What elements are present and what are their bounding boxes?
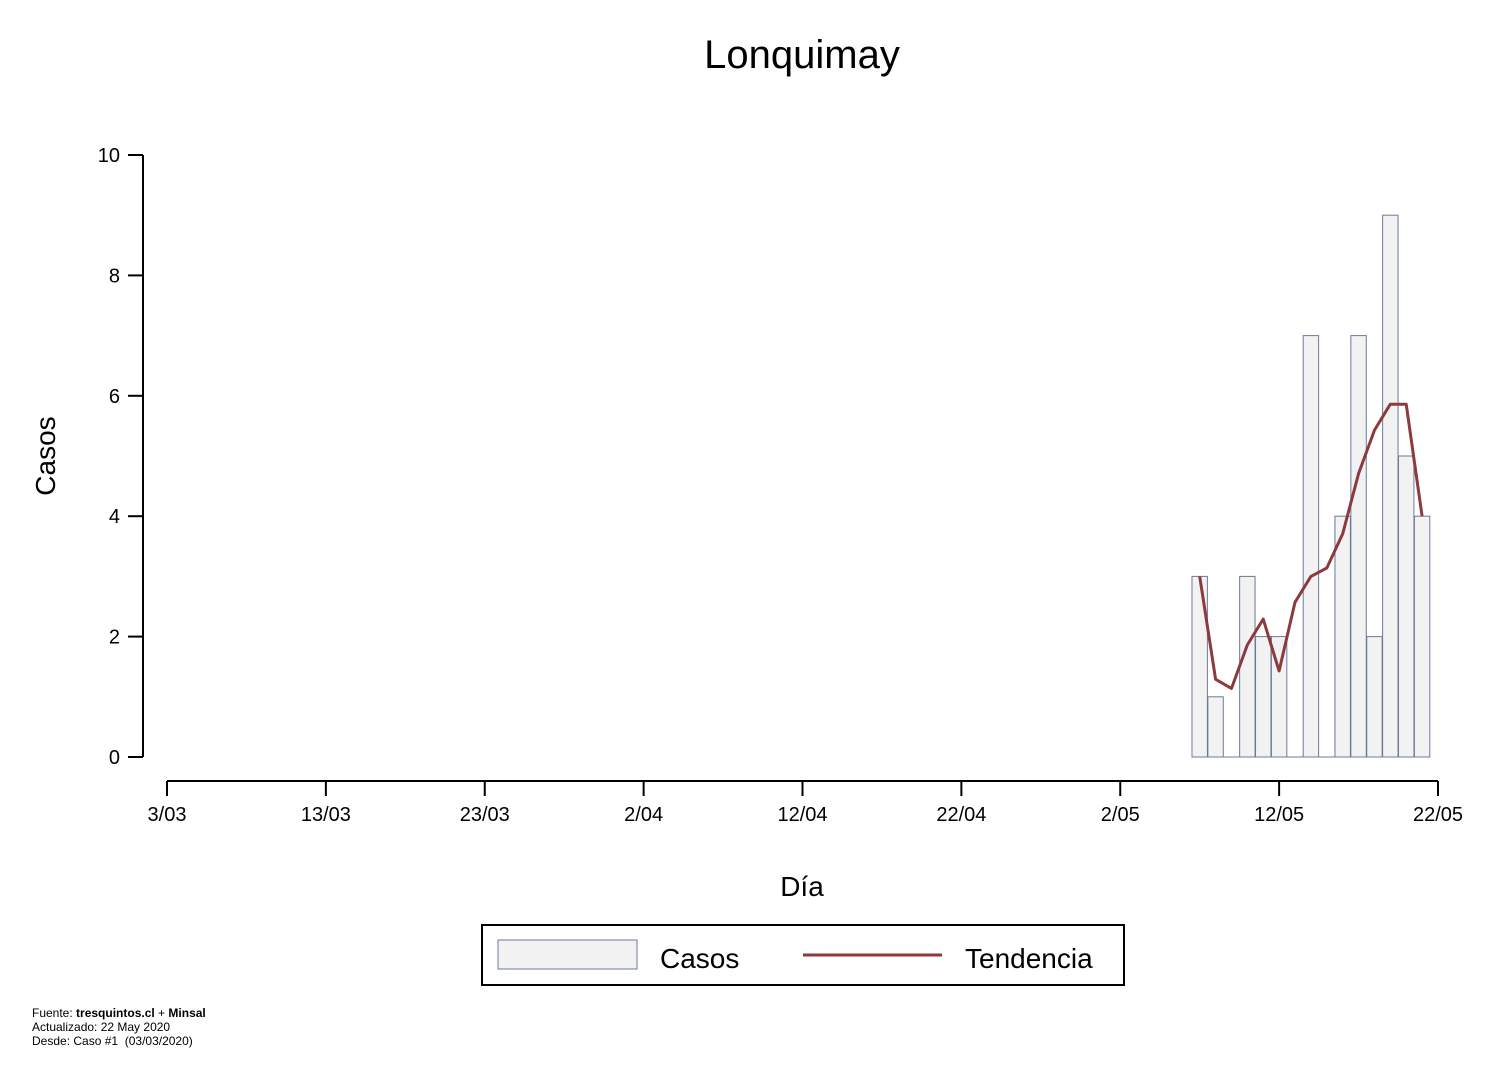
x-tick-label: 22/04 [936, 804, 986, 826]
footer-updated: Actualizado: 22 May 2020 [32, 1020, 171, 1034]
x-tick-label: 22/05 [1413, 804, 1463, 826]
bar [1239, 575, 1256, 758]
bar [1334, 515, 1351, 758]
footer-source-prefix: Fuente: [32, 1006, 77, 1020]
bar [1366, 636, 1383, 758]
x-tick-label: 2/04 [624, 804, 663, 826]
y-tick-label: 8 [109, 265, 120, 287]
footer-source-minsal: Minsal [168, 1006, 206, 1020]
x-tick-label: 12/04 [777, 804, 827, 826]
y-tick-label: 10 [98, 145, 120, 167]
bar-series [1191, 214, 1431, 758]
trend-series [1198, 402, 1424, 690]
legend-swatch-casos [497, 939, 638, 970]
x-tick-label: 2/05 [1101, 804, 1140, 826]
footer-since: Desde: Caso #1 (03/03/2020) [32, 1034, 193, 1048]
bar [1350, 335, 1367, 758]
y-tick-label: 6 [109, 386, 120, 408]
y-tick-label: 0 [109, 747, 120, 769]
x-tick-label: 23/03 [460, 804, 510, 826]
x-axis-label: Día [780, 871, 824, 902]
trend-line [1198, 402, 1424, 690]
legend-label-casos: Casos [660, 943, 739, 974]
footer: Fuente: tresquintos.cl + Minsal Actualiz… [32, 1006, 206, 1048]
y-tick-label: 4 [109, 506, 120, 528]
bar [1413, 515, 1431, 758]
y-axis: 0 2 4 6 8 10 [98, 145, 144, 769]
bar [1255, 636, 1272, 758]
legend: Casos Tendencia [481, 924, 1125, 986]
bar [1270, 636, 1288, 758]
bar [1191, 575, 1208, 758]
x-tick-label: 12/05 [1254, 804, 1304, 826]
x-tick-label: 3/03 [148, 804, 187, 826]
footer-source-sep: + [154, 1006, 169, 1020]
bar [1302, 335, 1320, 758]
x-tick-label: 13/03 [301, 804, 351, 826]
x-axis: 3/03 13/03 23/03 2/04 12/04 22/04 2/05 12/05 22/… [148, 780, 1463, 826]
bar [1207, 696, 1224, 758]
bar [1382, 214, 1399, 758]
bar [1398, 455, 1415, 758]
y-axis-label: Casos [30, 416, 61, 495]
y-tick-label: 2 [109, 627, 120, 649]
footer-source: Fuente: tresquintos.cl + Minsal [32, 1006, 206, 1020]
footer-source-tresquintos: tresquintos.cl [76, 1006, 155, 1020]
chart-title: Lonquimay [704, 33, 900, 77]
legend-label-tendencia: Tendencia [965, 943, 1093, 974]
